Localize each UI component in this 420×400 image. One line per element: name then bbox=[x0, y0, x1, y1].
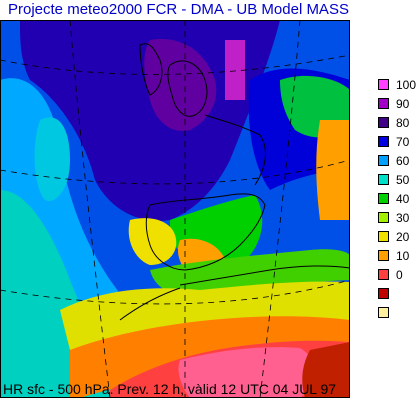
color-legend: 100 90 80 70 60 50 40 30 20 10 0 bbox=[378, 79, 418, 327]
map-title: Projecte meteo2000 FCR - DMA - UB Model … bbox=[8, 1, 349, 18]
legend-label: 30 bbox=[396, 211, 410, 225]
humidity-field-yellow-iberia bbox=[128, 218, 177, 265]
map-border bbox=[0, 20, 350, 398]
humidity-map bbox=[0, 20, 350, 398]
legend-swatch bbox=[378, 231, 389, 242]
humidity-field-cyan-atlantic bbox=[34, 117, 70, 201]
legend-label: 50 bbox=[396, 173, 410, 187]
humidity-field-darkred-corner bbox=[302, 342, 350, 398]
legend-label: 80 bbox=[396, 116, 410, 130]
humidity-field-green-med bbox=[150, 249, 350, 296]
map-caption: HR sfc - 500 hPa. Prev. 12 h, vàlid 12 U… bbox=[3, 381, 337, 397]
legend-swatch bbox=[378, 288, 389, 299]
humidity-field-orange-east bbox=[316, 120, 350, 220]
graticule bbox=[0, 20, 350, 398]
legend-swatch bbox=[378, 79, 389, 90]
legend-swatch bbox=[378, 307, 389, 318]
legend-swatch bbox=[378, 269, 389, 280]
legend-label: 20 bbox=[396, 230, 410, 244]
legend-label: 70 bbox=[396, 135, 410, 149]
coastlines bbox=[119, 43, 350, 321]
legend-label: 100 bbox=[396, 78, 417, 92]
legend-swatch bbox=[378, 98, 389, 109]
legend-label: 60 bbox=[396, 154, 410, 168]
legend-label: 0 bbox=[396, 268, 403, 282]
legend-swatch bbox=[378, 136, 389, 147]
legend-swatch bbox=[378, 155, 389, 166]
humidity-field-pink-sahara bbox=[178, 347, 315, 398]
legend-swatch bbox=[378, 250, 389, 261]
legend-label: 40 bbox=[396, 192, 410, 206]
legend-label: 90 bbox=[396, 97, 410, 111]
legend-swatch bbox=[378, 193, 389, 204]
humidity-field-magenta-cell bbox=[225, 40, 245, 100]
humidity-field-purple-uk bbox=[144, 39, 217, 131]
legend-swatch bbox=[378, 117, 389, 128]
legend-swatch bbox=[378, 212, 389, 223]
legend-swatch bbox=[378, 174, 389, 185]
legend-label: 10 bbox=[396, 249, 410, 263]
humidity-field-navy-north bbox=[20, 20, 280, 221]
